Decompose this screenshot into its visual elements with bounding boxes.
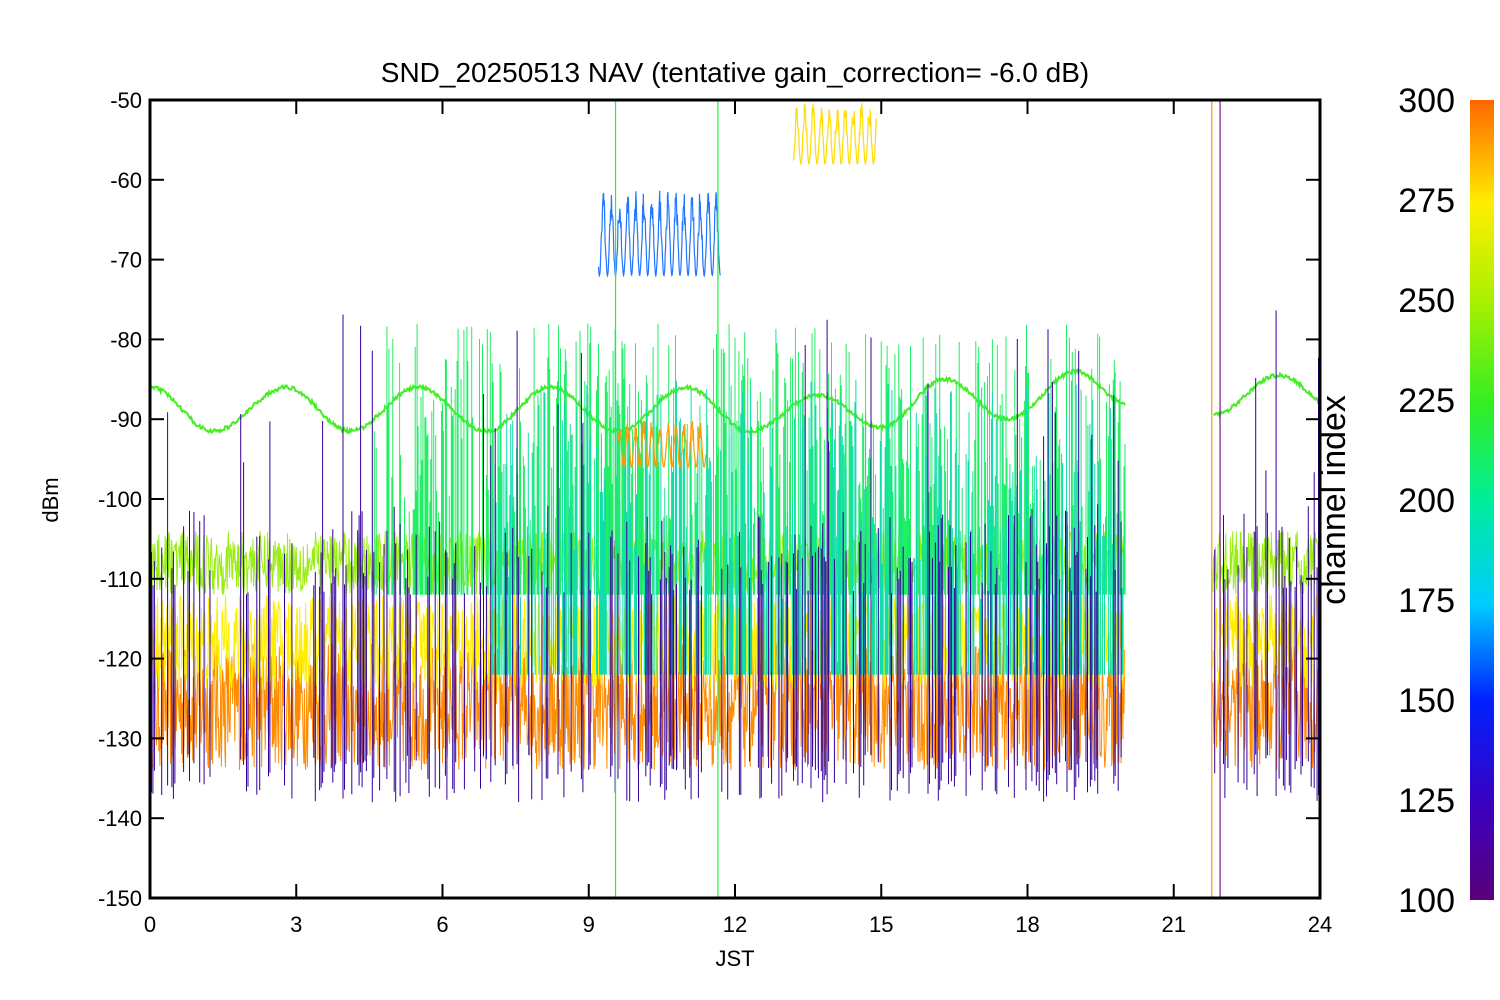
colorbar xyxy=(1470,100,1494,900)
y-tick-label: -120 xyxy=(98,647,142,672)
series-ch110 xyxy=(151,310,1319,803)
series-line xyxy=(151,594,1320,691)
x-tick-label: 12 xyxy=(723,912,747,937)
x-tick-label: 21 xyxy=(1162,912,1186,937)
y-axis-title: dBm xyxy=(38,477,63,522)
colorbar-tick-label: 250 xyxy=(1398,282,1455,320)
x-tick-label: 0 xyxy=(144,912,156,937)
y-tick-label: -70 xyxy=(110,248,142,273)
colorbar-tick-label: 175 xyxy=(1398,582,1455,620)
colorbar-tick-label: 200 xyxy=(1398,482,1455,520)
x-tick-label: 24 xyxy=(1308,912,1332,937)
y-tick-label: -100 xyxy=(98,487,142,512)
colorbar-title: channel index xyxy=(1315,395,1353,605)
x-tick-label: 15 xyxy=(869,912,893,937)
y-tick-label: -150 xyxy=(98,886,142,911)
series-line xyxy=(151,310,1319,803)
series-ch285 xyxy=(617,420,707,469)
plot-data xyxy=(151,101,1320,898)
spike-lines xyxy=(614,101,1221,898)
series-ch275 xyxy=(792,103,877,166)
y-tick-label: -110 xyxy=(100,567,142,592)
y-tick-label: -80 xyxy=(110,327,142,352)
y-tick-label: -60 xyxy=(110,168,142,193)
chart-title: SND_20250513 NAV (tentative gain_correct… xyxy=(381,57,1089,88)
series-ch240 xyxy=(151,368,1320,437)
series-ch270 xyxy=(151,594,1320,691)
y-tick-label: -140 xyxy=(98,806,142,831)
colorbar-ticks: 100 125 150 175 200 225 250 275 300 xyxy=(1398,82,1455,920)
colorbar-tick-label: 150 xyxy=(1398,682,1455,720)
y-tick-label: -130 xyxy=(98,726,142,751)
y-tick-label: -90 xyxy=(110,407,142,432)
y-tick-label: -50 xyxy=(110,88,142,113)
series-line xyxy=(792,103,877,166)
series-line xyxy=(597,190,721,278)
x-tick-label: 9 xyxy=(583,912,595,937)
x-tick-label: 6 xyxy=(436,912,448,937)
colorbar-tick-label: 225 xyxy=(1398,382,1455,420)
y-axis: -50 -60 -70 -80 -90 -100 -110 -120 -130 -140 -150 xyxy=(98,88,1320,911)
series-line xyxy=(617,420,707,469)
x-tick-label: 18 xyxy=(1015,912,1039,937)
series-line xyxy=(151,368,1320,437)
x-axis-title: JST xyxy=(715,946,754,971)
x-axis: 0 3 6 9 12 15 18 21 24 xyxy=(144,100,1332,937)
series-ch150 xyxy=(597,190,721,278)
colorbar-tick-label: 300 xyxy=(1398,82,1455,120)
colorbar-tick-label: 275 xyxy=(1398,182,1455,220)
colorbar-tick-label: 125 xyxy=(1398,782,1455,820)
colorbar-tick-label: 100 xyxy=(1398,882,1455,920)
x-tick-label: 3 xyxy=(290,912,302,937)
